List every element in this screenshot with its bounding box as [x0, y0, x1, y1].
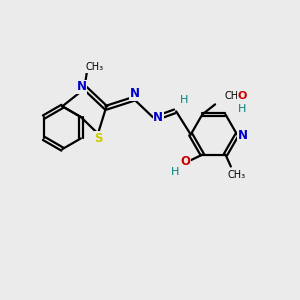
Text: N: N — [237, 129, 248, 142]
Text: N: N — [153, 111, 163, 124]
Text: O: O — [180, 155, 190, 168]
Text: N: N — [76, 80, 87, 93]
Text: O: O — [238, 91, 247, 101]
Text: H: H — [171, 167, 180, 177]
Text: CH₂: CH₂ — [224, 91, 242, 101]
Text: H: H — [238, 103, 246, 113]
Text: S: S — [94, 132, 103, 145]
Text: N: N — [130, 87, 140, 100]
Text: CH₃: CH₃ — [86, 62, 104, 72]
Text: CH₃: CH₃ — [228, 170, 246, 180]
Text: H: H — [180, 95, 189, 105]
